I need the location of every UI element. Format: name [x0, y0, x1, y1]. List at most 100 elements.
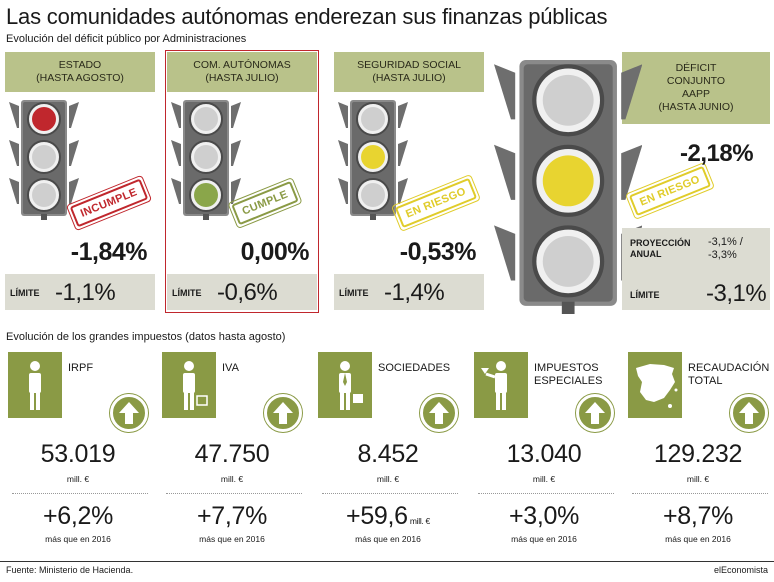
- tax-change: +8,7%: [628, 502, 768, 531]
- admin-value: 0,00%: [240, 238, 310, 266]
- tax-icon-box: [474, 352, 528, 418]
- tax-change-unit: mill. €: [407, 516, 430, 526]
- tax-name: RECAUDACIÓN TOTAL: [688, 362, 770, 387]
- status-stamp: INCUMPLE: [69, 178, 149, 228]
- admin-value: -0,53%: [399, 238, 477, 266]
- red-light: [32, 107, 56, 131]
- admin-panel: COM. AUTÓNOMAS (HASTA JULIO) CUMPLE 0,00% LÍ…: [167, 52, 317, 310]
- tax-compare: más que en 2016: [355, 534, 421, 544]
- green-light: [32, 183, 56, 207]
- traffic-light-icon: [494, 60, 643, 315]
- tax-icon-box: [162, 352, 216, 418]
- tax-value: 13.040: [506, 440, 582, 468]
- tax-change-value: +6,2%: [42, 502, 114, 530]
- tax-change-value: +59,6: [346, 502, 408, 530]
- red-light: [361, 107, 385, 131]
- tax-card: IRPF 53.019 mill. € +6,2% más que en 2016: [8, 352, 148, 557]
- projection-label: PROYECCIÓN ANUAL: [630, 238, 691, 259]
- tax-card: SOCIEDADES 8.452 mill. € +59,6 mill. € más q…: [318, 352, 458, 557]
- admin-value: -1,84%: [70, 238, 148, 266]
- tax-card: IMPUESTOS ESPECIALES 13.040 mill. € +3,0% más…: [474, 352, 614, 557]
- tax-compare: más que en 2016: [511, 534, 577, 544]
- tax-card: RECAUDACIÓN TOTAL 129.232 mill. € +8,7% más q…: [628, 352, 770, 557]
- tax-change-value: +7,7%: [196, 502, 268, 530]
- limit-value: -0,6%: [217, 279, 278, 306]
- footer-divider: [0, 561, 774, 562]
- person-icon: [29, 361, 41, 410]
- yellow-light: [542, 155, 594, 207]
- yellow-light: [361, 145, 385, 169]
- spain-map-icon: [636, 364, 678, 408]
- limit-label: LÍMITE: [630, 290, 660, 300]
- tax-change-value: +3,0%: [508, 502, 580, 530]
- up-arrow-icon: [264, 394, 302, 432]
- green-light: [194, 183, 218, 207]
- green-light: [361, 183, 385, 207]
- admin-panel: SEGURIDAD SOCIAL (HASTA JULIO) EN RIESGO -0…: [334, 52, 484, 310]
- limit-box: LÍMITE -1,4%: [334, 274, 484, 310]
- limit-value: -3,1%: [706, 280, 767, 307]
- tax-value: 8.452: [357, 440, 419, 468]
- businessman-icon: [339, 361, 363, 410]
- admin-header: COM. AUTÓNOMAS (HASTA JULIO): [167, 52, 317, 92]
- tax-change: +59,6 mill. €: [318, 502, 458, 531]
- tax-name: IVA: [222, 362, 239, 374]
- tax-compare: más que en 2016: [199, 534, 265, 544]
- tax-change: +6,2%: [8, 502, 148, 531]
- limit-box: LÍMITE -1,1%: [5, 274, 155, 310]
- up-arrow-icon: [576, 394, 614, 432]
- tax-change: +7,7%: [162, 502, 302, 531]
- limit-label: LÍMITE: [10, 288, 40, 298]
- traffic-light-icon: [9, 100, 79, 220]
- tax-value: 47.750: [194, 440, 270, 468]
- tax-value: 129.232: [653, 440, 743, 468]
- tax-icon-box: [628, 352, 682, 418]
- tax-name: IMPUESTOS ESPECIALES: [534, 362, 603, 387]
- dotted-divider: [166, 493, 302, 494]
- traffic-light-icon: [338, 100, 408, 220]
- highlight-frame: [165, 50, 319, 313]
- red-light: [542, 74, 594, 126]
- yellow-light: [32, 145, 56, 169]
- dotted-divider: [478, 493, 614, 494]
- tax-name: IRPF: [68, 362, 94, 374]
- conjunto-panel: DÉFICIT CONJUNTO AAPP (HASTA JUNIO) EN RIESG…: [494, 52, 770, 315]
- limit-value: -1,1%: [55, 279, 116, 306]
- conjunto-header: DÉFICIT CONJUNTO AAPP (HASTA JUNIO): [622, 52, 770, 124]
- dotted-divider: [632, 493, 768, 494]
- tax-card: IVA 47.750 mill. € +7,7% más que en 2016: [162, 352, 302, 557]
- tax-name: SOCIEDADES: [378, 362, 451, 374]
- limit-box: LÍMITE -0,6%: [167, 274, 317, 310]
- limit-value: -1,4%: [384, 279, 445, 306]
- red-light: [194, 107, 218, 131]
- tax-compare: más que en 2016: [45, 534, 111, 544]
- page-subtitle: Evolución del déficit público por Admini…: [6, 33, 247, 45]
- dotted-divider: [12, 493, 148, 494]
- admin-header: SEGURIDAD SOCIAL (HASTA JULIO): [334, 52, 484, 92]
- tax-unit: mill. €: [532, 474, 556, 484]
- footer-brand: elEconomista: [713, 565, 768, 575]
- section-subtitle: Evolución de los grandes impuestos (dato…: [6, 331, 286, 343]
- admin-header: ESTADO (HASTA AGOSTO): [5, 52, 155, 92]
- projection-value: -3,1% / -3,3%: [708, 236, 743, 261]
- up-arrow-icon: [730, 394, 768, 432]
- limit-label: LÍMITE: [339, 288, 369, 298]
- up-arrow-icon: [110, 394, 148, 432]
- tax-icon-box: [318, 352, 372, 418]
- tax-unit: mill. €: [686, 474, 710, 484]
- tax-value: 53.019: [40, 440, 116, 468]
- admin-panel: ESTADO (HASTA AGOSTO) INCUMPLE -1,84% LÍMITE…: [5, 52, 155, 310]
- projection-box: PROYECCIÓN ANUAL -3,1% / -3,3% LÍMITE -3,1%: [622, 228, 770, 310]
- tax-unit: mill. €: [220, 474, 244, 484]
- tax-change-value: +8,7%: [662, 502, 734, 530]
- tax-unit: mill. €: [66, 474, 90, 484]
- page-title: Las comunidades autónomas enderezan sus …: [6, 4, 608, 29]
- conjunto-value: -2,18%: [680, 140, 754, 167]
- up-arrow-icon: [420, 394, 458, 432]
- drinker-icon: [481, 361, 507, 410]
- tax-compare: más que en 2016: [665, 534, 731, 544]
- tax-unit: mill. €: [376, 474, 400, 484]
- limit-label: LÍMITE: [172, 288, 202, 298]
- shopper-icon: [183, 361, 208, 410]
- yellow-light: [194, 145, 218, 169]
